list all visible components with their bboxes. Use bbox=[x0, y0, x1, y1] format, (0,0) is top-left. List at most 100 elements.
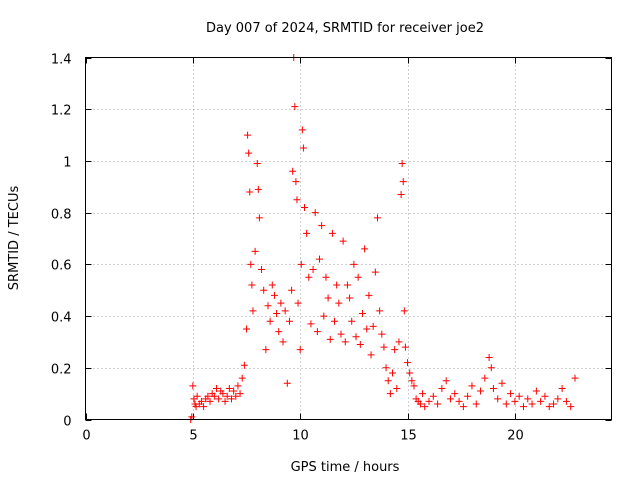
data-point bbox=[404, 359, 412, 367]
data-point bbox=[401, 343, 409, 351]
data-point bbox=[266, 317, 274, 325]
y-tick-label: 0.6 bbox=[51, 259, 72, 274]
chart-title: Day 007 of 2024, SRMTID for receiver joe… bbox=[206, 21, 484, 36]
data-point bbox=[249, 307, 257, 315]
data-point bbox=[244, 131, 252, 139]
data-point bbox=[197, 397, 205, 405]
data-point bbox=[204, 392, 212, 400]
x-tick-label: 20 bbox=[507, 429, 524, 444]
data-point bbox=[240, 361, 248, 369]
data-point bbox=[472, 400, 480, 408]
data-point bbox=[380, 343, 388, 351]
data-point bbox=[352, 333, 360, 341]
data-point bbox=[299, 144, 307, 152]
data-point bbox=[532, 387, 540, 395]
data-point bbox=[258, 266, 266, 274]
data-point bbox=[367, 351, 375, 359]
data-point bbox=[279, 338, 287, 346]
grid bbox=[85, 57, 612, 420]
data-point bbox=[296, 346, 304, 354]
data-point bbox=[498, 379, 506, 387]
data-point bbox=[438, 384, 446, 392]
data-point bbox=[354, 273, 362, 281]
data-point bbox=[562, 397, 570, 405]
data-point bbox=[268, 281, 276, 289]
data-point bbox=[303, 229, 311, 237]
data-point bbox=[255, 214, 263, 222]
data-point bbox=[567, 403, 575, 411]
data-point bbox=[554, 395, 562, 403]
data-point bbox=[511, 397, 519, 405]
data-point bbox=[356, 341, 364, 349]
data-point bbox=[253, 160, 261, 168]
data-point bbox=[305, 273, 313, 281]
data-point bbox=[341, 338, 349, 346]
data-point bbox=[243, 325, 251, 333]
data-point bbox=[451, 390, 459, 398]
data-point bbox=[254, 185, 262, 193]
data-point bbox=[398, 160, 406, 168]
plot-frame bbox=[85, 57, 612, 420]
data-point bbox=[260, 286, 268, 294]
x-tick-label: 10 bbox=[292, 429, 309, 444]
x-tick-label: 0 bbox=[82, 429, 90, 444]
data-point bbox=[455, 397, 463, 405]
data-point bbox=[468, 382, 476, 390]
data-point bbox=[281, 307, 289, 315]
y-tick-label: 1.2 bbox=[51, 104, 72, 119]
data-point bbox=[358, 309, 366, 317]
data-point bbox=[382, 364, 390, 372]
data-point bbox=[346, 294, 354, 302]
data-point bbox=[515, 392, 523, 400]
data-point bbox=[227, 395, 235, 403]
data-point bbox=[386, 390, 394, 398]
data-point bbox=[408, 377, 416, 385]
data-point bbox=[322, 273, 330, 281]
data-points bbox=[187, 54, 579, 423]
data-point bbox=[273, 309, 281, 317]
data-point bbox=[348, 317, 356, 325]
data-point bbox=[206, 397, 214, 405]
data-point bbox=[477, 387, 485, 395]
data-point bbox=[558, 384, 566, 392]
data-point bbox=[297, 260, 305, 268]
data-point bbox=[251, 247, 259, 255]
data-point bbox=[339, 237, 347, 245]
data-point bbox=[294, 299, 302, 307]
data-point bbox=[421, 403, 429, 411]
data-point bbox=[328, 229, 336, 237]
data-point bbox=[369, 322, 377, 330]
data-point bbox=[545, 403, 553, 411]
data-point bbox=[320, 312, 328, 320]
data-point bbox=[221, 397, 229, 405]
data-point bbox=[378, 330, 386, 338]
data-point bbox=[307, 320, 315, 328]
data-point bbox=[481, 374, 489, 382]
data-point bbox=[264, 302, 272, 310]
axis-ticks: 0 5 10 15 20 0 0.2 0.4 0.6 0.8 1 1.2 1.4 bbox=[51, 53, 612, 444]
y-tick-label: 1 bbox=[63, 156, 71, 171]
data-point bbox=[189, 382, 197, 390]
data-point bbox=[311, 209, 319, 217]
data-point bbox=[395, 338, 403, 346]
data-point bbox=[275, 328, 283, 336]
data-point bbox=[326, 335, 334, 343]
data-point bbox=[363, 325, 371, 333]
data-point bbox=[489, 384, 497, 392]
x-tick-label: 15 bbox=[400, 429, 417, 444]
data-point bbox=[236, 390, 244, 398]
data-point bbox=[270, 291, 278, 299]
data-point bbox=[416, 400, 424, 408]
data-point bbox=[324, 294, 332, 302]
data-point bbox=[502, 400, 510, 408]
y-axis-label: SRMTID / TECUs bbox=[7, 186, 22, 291]
data-point bbox=[223, 392, 231, 400]
data-point bbox=[285, 317, 293, 325]
data-point bbox=[248, 281, 256, 289]
data-point bbox=[331, 317, 339, 325]
data-point bbox=[298, 126, 306, 134]
y-tick-label: 0 bbox=[63, 415, 71, 430]
data-point bbox=[350, 260, 358, 268]
data-point bbox=[333, 281, 341, 289]
